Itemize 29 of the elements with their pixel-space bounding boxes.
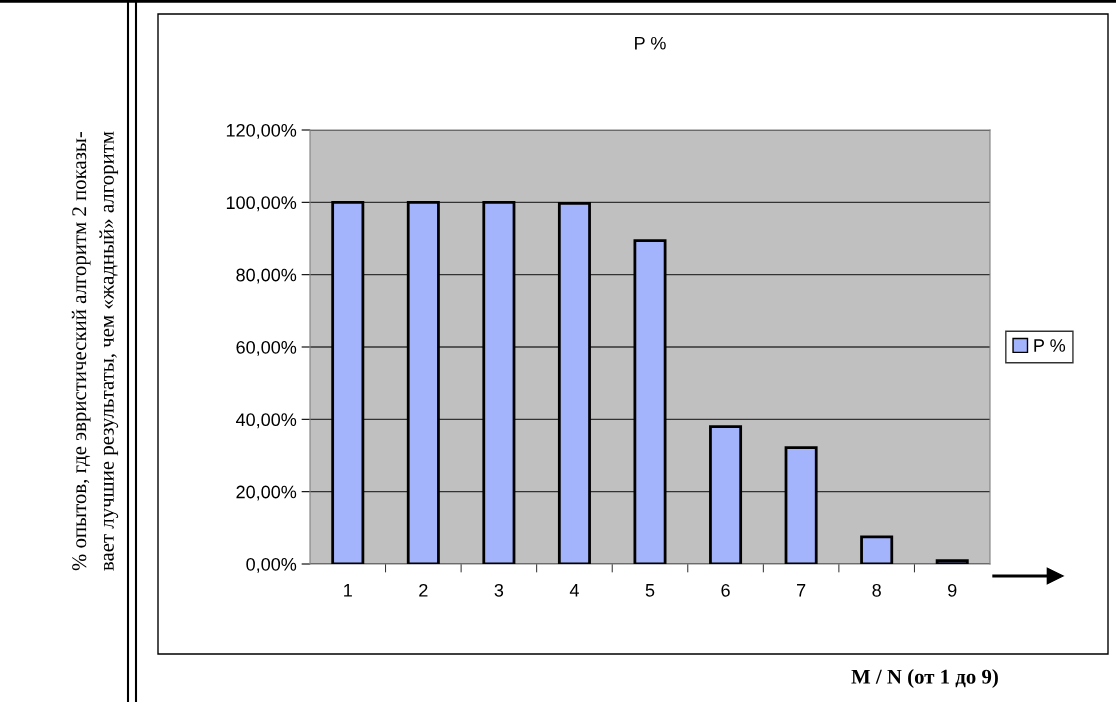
y-tick-label: 0,00% [246,557,297,573]
chart-title: P % [635,36,666,50]
x-tick-label: 5 [645,584,655,597]
bar [860,535,894,564]
y-tick-label: 80,00% [236,268,297,284]
y-tick-label: 60,00% [236,340,297,356]
y-tick-label: 120,00% [226,123,297,139]
x-tick-label: 3 [494,583,504,597]
bar [633,239,667,564]
x-axis-title: M / N (от 1 до 9) [851,669,998,688]
bar [709,425,743,564]
text: % опытов, где эвристический алгоритм 2 показы- вает лучшие результаты, чем «жадный» алгоритм [71,131,119,571]
y-tick-label: 40,00% [235,413,297,429]
bar [406,200,440,564]
bar [482,200,516,564]
y-tick-label: 100,00% [226,196,297,212]
x-tick-label: 2 [419,583,428,597]
x-tick-label: 7 [797,584,806,597]
bar [331,200,365,564]
x-tick-label: 9 [948,583,957,597]
x-tick-label: 6 [721,583,730,597]
bar [557,202,591,564]
x-tick-label: 8 [872,583,881,597]
x-tick-label: 1 [344,584,352,597]
legend-label: P % [1034,339,1066,352]
bar [935,559,969,564]
bar [784,446,818,564]
x-tick-label: 4 [569,584,579,597]
y-tick-label: 20,00% [236,485,297,501]
